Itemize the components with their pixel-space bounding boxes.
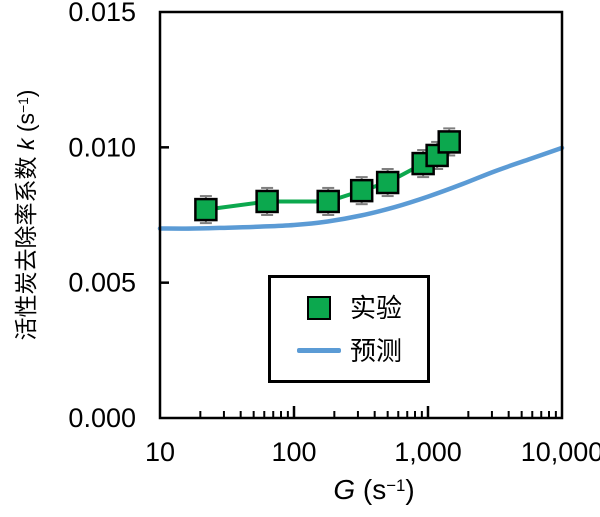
y-tick-label: 0.010	[68, 132, 136, 162]
y-tick-label: 0.015	[68, 0, 136, 27]
y-axis-unit-open: (s	[13, 112, 39, 139]
x-axis-title: G (s−1)	[274, 474, 474, 506]
data-point-square	[194, 197, 218, 222]
x-axis-variable: G	[333, 474, 356, 505]
prediction-swatch-cell	[297, 348, 341, 353]
prediction-line-swatch	[297, 348, 341, 353]
x-axis-unit-exponent: −1	[386, 476, 406, 496]
data-point-square	[316, 189, 340, 214]
x-tick-label: 1,000	[394, 437, 462, 467]
legend-item-prediction: 预测	[297, 338, 427, 364]
data-point-square	[437, 130, 461, 154]
experiment-marker-swatch	[307, 295, 331, 320]
y-axis-variable: k	[13, 138, 39, 151]
y-axis-title: 活性炭去除率系数 k (s−1)	[7, 12, 39, 418]
legend-item-experiment: 实验	[297, 295, 427, 321]
y-tick-label: 0.000	[68, 403, 136, 433]
y-axis-unit-exponent: −1	[15, 97, 31, 113]
data-point-square	[375, 170, 400, 195]
x-tick-label: 10,000	[521, 437, 600, 467]
data-point-square	[255, 189, 279, 214]
data-point-square	[349, 178, 374, 203]
x-axis-unit-close: )	[405, 474, 415, 505]
x-axis-unit-open: (s	[355, 474, 387, 505]
y-tick-label: 0.005	[68, 268, 136, 298]
legend: 实验 预测	[268, 275, 430, 383]
legend-label-experiment: 实验	[350, 292, 403, 323]
x-tick-label: 100	[271, 437, 316, 467]
experiment-swatch-cell	[297, 295, 341, 320]
x-tick-label: 10	[145, 437, 175, 467]
y-axis-title-text: 活性炭去除率系数	[13, 150, 39, 341]
plot-border	[158, 10, 564, 420]
prediction-line	[157, 145, 565, 231]
legend-label-prediction: 预测	[350, 335, 403, 366]
